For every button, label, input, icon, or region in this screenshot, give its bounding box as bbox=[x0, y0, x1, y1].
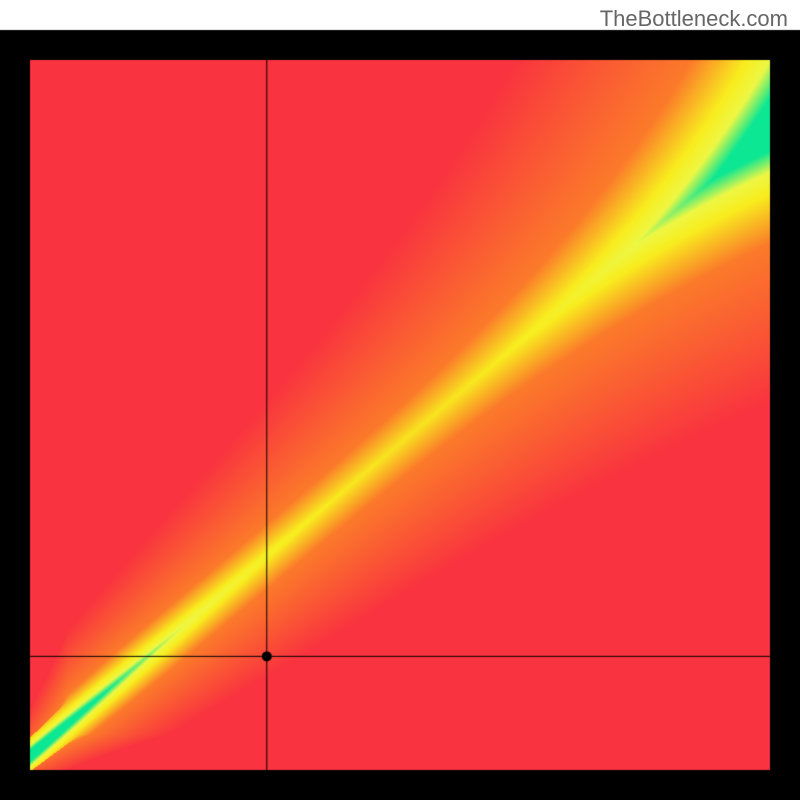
watermark-text: TheBottleneck.com bbox=[600, 6, 788, 32]
bottleneck-heatmap bbox=[0, 0, 800, 800]
chart-container: TheBottleneck.com bbox=[0, 0, 800, 800]
